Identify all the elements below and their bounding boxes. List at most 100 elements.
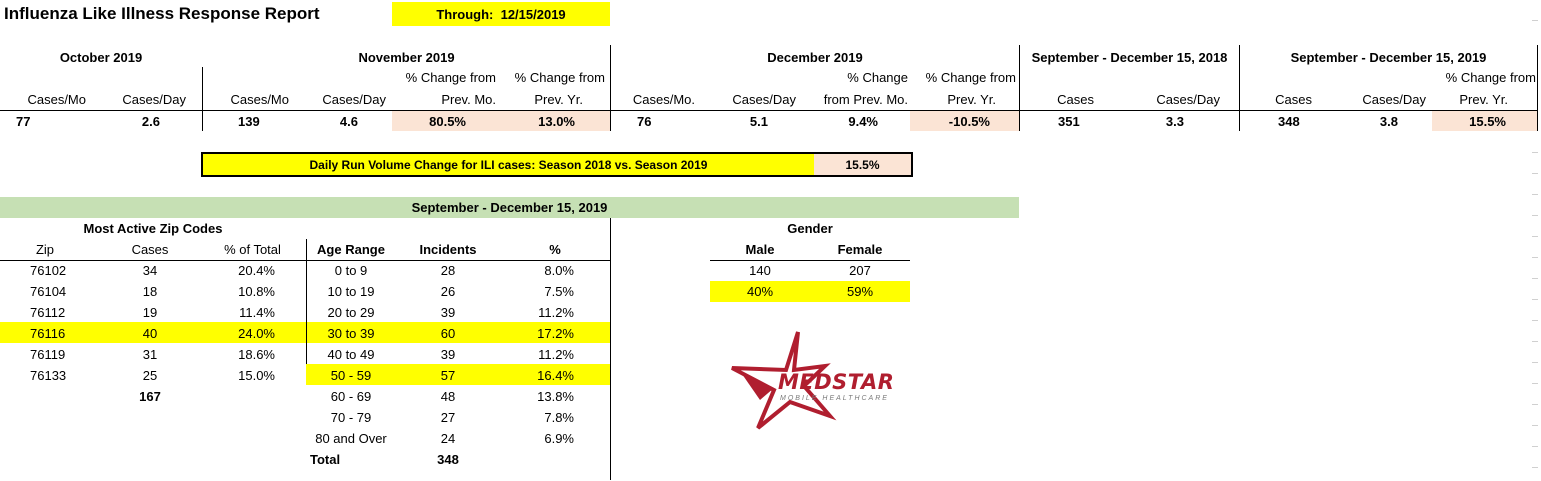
age-incidents: 48 — [440, 389, 456, 404]
age-pct: 8.0% — [544, 263, 574, 278]
nov-header: November 2019 — [358, 50, 455, 65]
oct-day-value: 2.6 — [141, 114, 160, 129]
report-title: Influenza Like Illness Response Report — [4, 4, 320, 23]
gender-female-count: 207 — [849, 263, 871, 278]
zip-cases: 25 — [142, 368, 158, 383]
age-incidents: 39 — [440, 305, 456, 320]
edge-mark — [1532, 320, 1538, 321]
dec-day-value: 5.1 — [749, 114, 768, 129]
zip-cases: 34 — [142, 263, 158, 278]
gender-header-underline — [710, 260, 910, 261]
zip-code: 76112 — [30, 305, 66, 320]
age-pct: 13.8% — [537, 389, 574, 404]
gender-female-pct: 59% — [846, 284, 874, 299]
age-col-pct: % — [549, 242, 561, 257]
oct-cases-label: Cases/Mo — [27, 92, 86, 107]
age-range: 20 to 29 — [327, 305, 375, 320]
age-range: 50 - 59 — [330, 368, 372, 383]
run-volume-label: Daily Run Volume Change for ILI cases: S… — [203, 154, 814, 175]
oct-cases-value: 77 — [16, 114, 31, 129]
star-icon — [731, 331, 837, 430]
s2019-cases-label: Cases — [1275, 92, 1312, 107]
zip-pct: 10.8% — [238, 284, 275, 299]
edge-mark — [1532, 425, 1538, 426]
dec-pct-mo-label-1: % Change — [847, 70, 908, 85]
age-header-underline — [306, 260, 610, 261]
nov-pct-mo-label-1: % Change from — [405, 70, 496, 85]
age-incidents: 24 — [440, 431, 456, 446]
nov-day-value: 4.6 — [339, 114, 358, 129]
edge-mark — [1532, 236, 1538, 237]
edge-mark — [1532, 215, 1538, 216]
separator-s2018-s2019 — [1239, 45, 1240, 131]
zip-pct: 15.0% — [238, 368, 275, 383]
zip-code: 76102 — [30, 263, 67, 278]
through-date-box: Through: 12/15/2019 — [392, 2, 610, 26]
header-underline — [0, 110, 1537, 111]
zip-code: 76119 — [30, 347, 66, 362]
s2019-pct-yr-label-2: Prev. Yr. — [1459, 92, 1508, 107]
edge-mark — [1532, 446, 1538, 447]
dec-cases-label: Cases/Mo. — [632, 92, 695, 107]
age-col-range: Age Range — [317, 242, 385, 257]
zip-col-zip: Zip — [35, 242, 55, 257]
age-pct: 6.9% — [544, 431, 574, 446]
dec-pct-mo-value: 9.4% — [848, 114, 878, 129]
age-range: 60 - 69 — [330, 389, 372, 404]
s2019-change-fill — [1432, 111, 1537, 131]
age-range: 30 to 39 — [327, 326, 375, 341]
s2018-day-label: Cases/Day — [1156, 92, 1220, 107]
gender-pct-fill — [710, 281, 910, 302]
age-range: 10 to 19 — [327, 284, 375, 299]
nov-day-label: Cases/Day — [322, 92, 386, 107]
zip-code: 76104 — [30, 284, 67, 299]
edge-mark — [1532, 173, 1538, 174]
dec-pct-mo-label-2: from Prev. Mo. — [823, 92, 908, 107]
edge-mark — [1532, 467, 1538, 468]
age-incidents: 28 — [440, 263, 456, 278]
edge-mark — [1532, 404, 1538, 405]
zip-title: Most Active Zip Codes — [83, 221, 223, 236]
through-date: 12/15/2019 — [500, 7, 566, 22]
dec-day-label: Cases/Day — [732, 92, 796, 107]
nov-cases-value: 139 — [238, 114, 260, 129]
run-volume-box: Daily Run Volume Change for ILI cases: S… — [201, 152, 913, 177]
period-header-band: September - December 15, 2019 — [0, 197, 1019, 218]
edge-mark — [1532, 278, 1538, 279]
highlight-row-76116 — [0, 322, 610, 343]
nov-cases-label: Cases/Mo — [230, 92, 289, 107]
dec-pct-yr-label-1: % Change from — [925, 70, 1016, 85]
age-range: 40 to 49 — [327, 347, 375, 362]
age-pct: 16.4% — [537, 368, 574, 383]
zip-pct: 11.4% — [239, 305, 275, 320]
edge-mark — [1532, 341, 1538, 342]
age-col-incidents: Incidents — [419, 242, 477, 257]
age-pct: 7.5% — [544, 284, 574, 299]
s2019-day-value: 3.8 — [1379, 114, 1398, 129]
edge-mark — [1532, 152, 1538, 153]
age-pct: 17.2% — [537, 326, 574, 341]
separator-oct-nov — [202, 67, 203, 131]
dec-yr-change-fill — [910, 111, 1019, 131]
edge-mark — [1532, 383, 1538, 384]
season2018-header: September - December 15, 2018 — [1031, 50, 1228, 65]
zip-code: 76116 — [30, 326, 66, 341]
nov-change-fill — [392, 111, 610, 131]
separator-age-right — [610, 218, 611, 480]
edge-mark — [1532, 194, 1538, 195]
zip-header-underline — [0, 260, 306, 261]
age-total-value: 348 — [437, 452, 459, 467]
nov-pct-mo-value: 80.5% — [429, 114, 466, 129]
dec-cases-value: 76 — [637, 114, 652, 129]
season2019-header: September - December 15, 2019 — [1290, 50, 1487, 65]
zip-code: 76133 — [30, 368, 67, 383]
age-incidents: 60 — [440, 326, 456, 341]
s2018-cases-value: 351 — [1058, 114, 1080, 129]
dec-header: December 2019 — [767, 50, 863, 65]
gender-male-pct: 40% — [746, 284, 774, 299]
separator-nov-dec — [610, 45, 611, 131]
edge-mark — [1532, 257, 1538, 258]
zip-cases: 18 — [142, 284, 158, 299]
age-pct: 7.8% — [544, 410, 574, 425]
zip-cases: 31 — [142, 347, 158, 362]
